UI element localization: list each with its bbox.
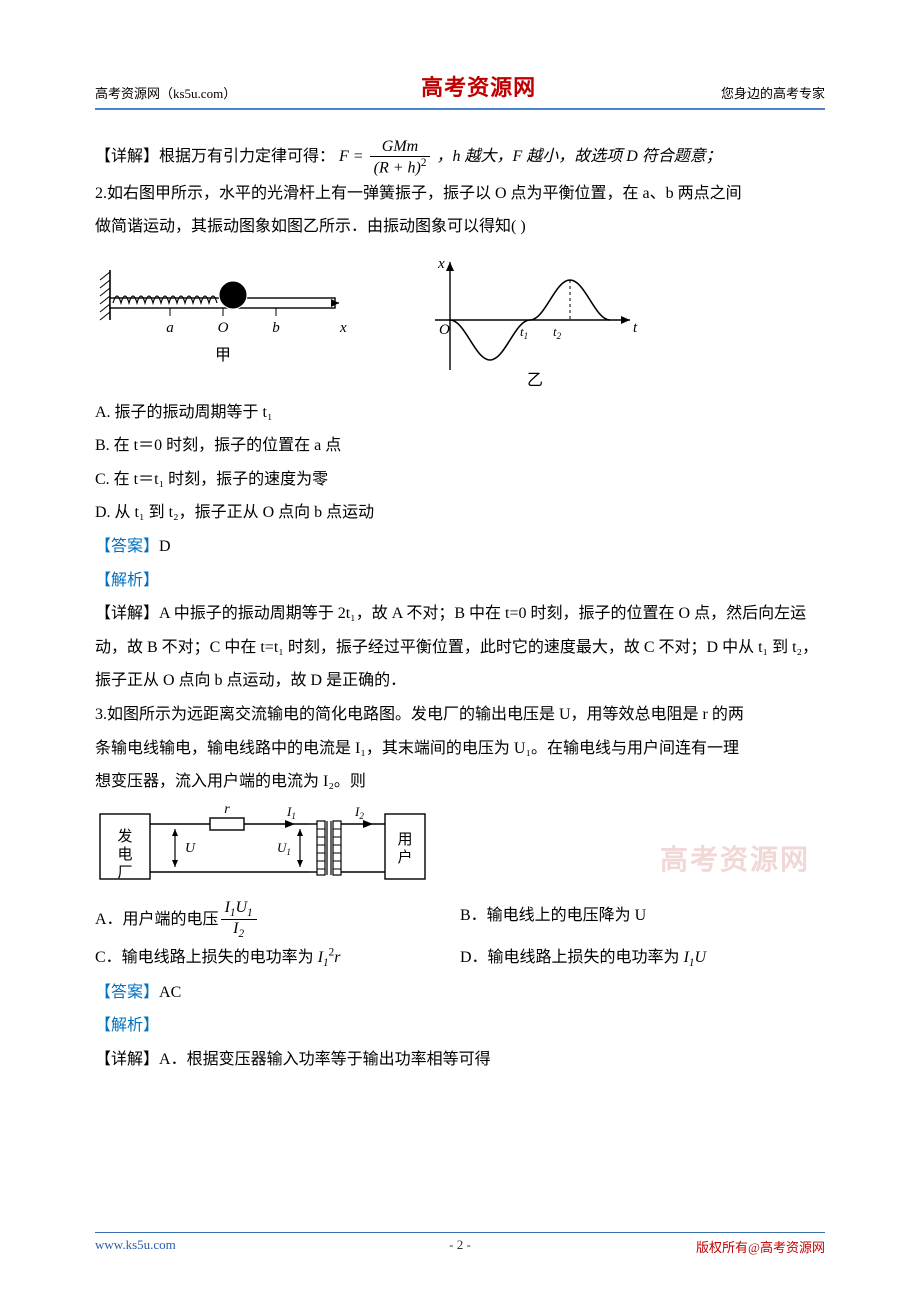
svg-text:I1: I1 [286, 804, 296, 821]
svg-text:厂: 厂 [117, 865, 132, 881]
svg-text:U1: U1 [277, 840, 291, 857]
q2-option-c: C. 在 t＝t₁ 时刻，振子的速度为零 [95, 463, 825, 497]
page-footer: www.ks5u.com - 2 - 版权所有@高考资源网 [95, 1232, 825, 1256]
svg-text:O: O [218, 320, 229, 336]
q2-option-d: D. 从 t₁ 到 t₂，振子正从 O 点向 b 点运动 [95, 496, 825, 530]
svg-text:发: 发 [117, 828, 132, 845]
q3-opt-c-prefix: C．输电线路上损失的电功率为 [95, 949, 314, 966]
svg-text:乙: 乙 [527, 372, 543, 389]
q2-stem-line1: 2.如右图甲所示，水平的光滑杆上有一弹簧振子，振子以 O 点为平衡位置，在 a、… [95, 177, 825, 211]
q3-opt-d-formula: I1U [684, 949, 706, 966]
q3-stem-line1: 3.如图所示为远距离交流输电的简化电路图。发电厂的输出电压是 U，用等效总电阻是… [95, 698, 825, 732]
header-left: 高考资源网（ks5u.com） [95, 83, 236, 102]
q1-detail-prefix: 根据万有引力定律可得： [159, 148, 335, 165]
q3-answer-value: AC [159, 984, 181, 1001]
svg-text:b: b [272, 320, 280, 336]
q2-answer: 【答案】D [95, 530, 825, 564]
answer-label: 【答案】 [95, 538, 159, 555]
svg-text:用: 用 [397, 832, 412, 848]
answer-label: 【答案】 [95, 984, 159, 1001]
q3-opt-c-formula: I12r [318, 949, 341, 966]
q2-diagram-left: a O b x 甲 [95, 250, 355, 390]
svg-text:O: O [439, 322, 450, 338]
q3-detail: 【详解】A．根据变压器输入功率等于输出功率相等可得 [95, 1043, 825, 1077]
svg-text:x: x [339, 320, 347, 336]
q3-opt-a-formula: I1U1 I2 [221, 899, 257, 941]
q1-formula: F = GMm(R + h)2 [339, 148, 436, 165]
svg-text:I2: I2 [354, 804, 364, 821]
detail-label: 【详解】 [95, 148, 159, 165]
q2-stem-line2: 做简谐运动，其振动图象如图乙所示．由振动图象可以得知( ) [95, 210, 825, 244]
header-right: 您身边的高考专家 [721, 83, 825, 102]
svg-text:r: r [224, 802, 230, 817]
q3-detail-text: A．根据变压器输入功率等于输出功率相等可得 [159, 1051, 491, 1068]
q3-option-b: B．输电线上的电压降为 U [460, 899, 825, 933]
q3-option-a: A．用户端的电压 I1U1 I2 [95, 899, 460, 941]
q2-analysis-label: 【解析】 [95, 564, 825, 598]
svg-text:电: 电 [117, 846, 132, 863]
q3-stem-line3: 想变压器，流入用户端的电流为 I₂。则 [95, 765, 825, 799]
page-header: 高考资源网（ks5u.com） 高考资源网 您身边的高考专家 [95, 70, 825, 110]
detail-label: 【详解】 [95, 1051, 159, 1068]
q3-analysis-label: 【解析】 [95, 1009, 825, 1043]
q1-detail-suffix: ，h 越大，F 越小，故选项 D 符合题意； [436, 148, 721, 165]
svg-text:x: x [437, 256, 445, 272]
detail-label: 【详解】 [95, 605, 159, 622]
svg-text:a: a [166, 320, 174, 336]
q3-opt-a-prefix: A．用户端的电压 [95, 903, 219, 937]
q3-stem-line2: 条输电线输电，输电线路中的电流是 I₁，其末端间的电压为 U₁。在输电线与用户间… [95, 732, 825, 766]
q2-diagram-right: x O t t1 t2 乙 [395, 250, 655, 390]
q3-opt-d-prefix: D．输电线路上损失的电功率为 [460, 949, 680, 966]
q2-answer-value: D [159, 538, 171, 555]
content: 【详解】根据万有引力定律可得： F = GMm(R + h)2 ，h 越大，F … [95, 110, 825, 1076]
svg-text:t1: t1 [520, 324, 528, 341]
svg-text:户: 户 [397, 849, 412, 866]
q2-explanation: 【详解】A 中振子的振动周期等于 2t₁，故 A 不对；B 中在 t=0 时刻，… [95, 597, 825, 698]
svg-text:t: t [633, 320, 638, 336]
q3-circuit-diagram: 发 电 厂 r U I1 U1 [95, 799, 435, 899]
footer-page-number: - 2 - [95, 1237, 825, 1253]
svg-text:甲: 甲 [215, 347, 231, 364]
q3-options-row2: C．输电线路上损失的电功率为 I12r D．输电线路上损失的电功率为 I1U [95, 941, 825, 976]
q2-explanation-text: A 中振子的振动周期等于 2t₁，故 A 不对；B 中在 t=0 时刻，振子的位… [95, 605, 818, 689]
q3-option-c: C．输电线路上损失的电功率为 I12r [95, 941, 460, 976]
q2-diagrams: a O b x 甲 x O t [95, 250, 825, 390]
header-center-logo: 高考资源网 [421, 70, 536, 102]
page: 高考资源网（ks5u.com） 高考资源网 您身边的高考专家 【详解】根据万有引… [0, 0, 920, 1302]
svg-text:t2: t2 [553, 324, 562, 341]
q3-options-row1: A．用户端的电压 I1U1 I2 B．输电线上的电压降为 U [95, 899, 825, 941]
q3-option-d: D．输电线路上损失的电功率为 I1U [460, 941, 825, 976]
q3-answer: 【答案】AC [95, 976, 825, 1010]
svg-text:U: U [185, 841, 196, 856]
q2-option-b: B. 在 t＝0 时刻，振子的位置在 a 点 [95, 429, 825, 463]
q2-option-a: A. 振子的振动周期等于 t₁ [95, 396, 825, 430]
q1-detail: 【详解】根据万有引力定律可得： F = GMm(R + h)2 ，h 越大，F … [95, 138, 825, 177]
